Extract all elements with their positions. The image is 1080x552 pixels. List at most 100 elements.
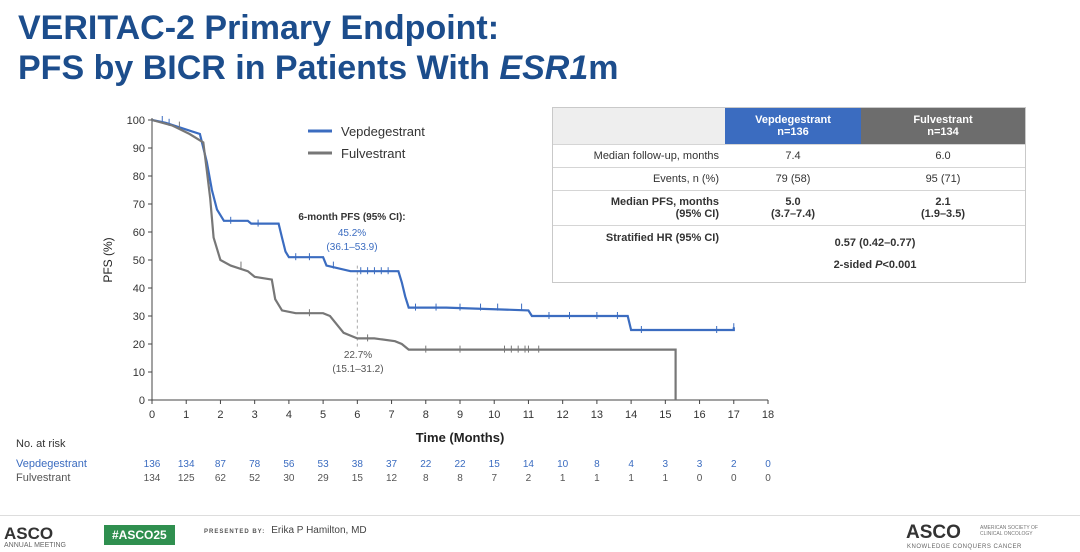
stats-label-line-1: Median PFS, months xyxy=(610,196,719,208)
at-risk-value: 15 xyxy=(489,459,501,470)
y-tick-label: 100 xyxy=(127,115,145,127)
asco-logo-right-sub: KNOWLEDGE CONQUERS CANCER xyxy=(907,544,1022,550)
stats-row-median-pfs: Median PFS, months (95% CI) 5.0 (3.7–7.4) … xyxy=(553,190,1025,225)
x-tick-label: 13 xyxy=(591,409,603,421)
x-tick-label: 10 xyxy=(488,409,500,421)
at-risk-value: 78 xyxy=(249,459,261,470)
at-risk-value: 52 xyxy=(249,473,261,484)
at-risk-value: 53 xyxy=(318,459,330,470)
stats-header-ful: Fulvestrant n=134 xyxy=(861,108,1025,144)
stats-value-ci: (1.9–3.5) xyxy=(920,208,966,220)
stats-value: 6.0 xyxy=(935,150,951,162)
at-risk-value: 8 xyxy=(594,459,600,470)
at-risk-value: 0 xyxy=(765,473,771,484)
stats-value: 2.1 (1.9–3.5) xyxy=(861,191,1025,225)
stats-p-suffix: <0.001 xyxy=(882,259,917,271)
y-tick-label: 70 xyxy=(133,199,145,211)
at-risk-value: 1 xyxy=(594,473,600,484)
stats-value: 79 (58) xyxy=(775,173,811,185)
title-line-2-suffix: m xyxy=(588,49,619,87)
stats-header-vep-n: n=136 xyxy=(777,126,809,138)
y-tick-label: 0 xyxy=(139,395,145,407)
stats-header-vep-name: Vepdegestrant xyxy=(755,114,831,126)
at-risk-value: 87 xyxy=(215,459,227,470)
x-tick-label: 8 xyxy=(423,409,429,421)
at-risk-value: 3 xyxy=(663,459,669,470)
at-risk-value: 2 xyxy=(526,473,532,484)
y-tick-label: 50 xyxy=(133,255,145,267)
y-tick-label: 20 xyxy=(133,339,145,351)
at-risk-value: 4 xyxy=(628,459,634,470)
presenter-line: PRESENTED BY: Erika P Hamilton, MD xyxy=(204,525,367,536)
x-tick-label: 7 xyxy=(388,409,394,421)
y-tick-label: 30 xyxy=(133,311,145,323)
stats-hr-block: 0.57 (0.42–0.77) 2-sided P<0.001 xyxy=(725,226,1025,282)
x-tick-label: 17 xyxy=(728,409,740,421)
stats-value: 5.0 (3.7–7.4) xyxy=(725,191,861,225)
asco-logo-left: ASCO ANNUAL MEETING xyxy=(4,524,66,549)
at-risk-value: 22 xyxy=(420,459,432,470)
presented-by-label: PRESENTED BY: xyxy=(204,529,266,535)
title-line-2-text: PFS by BICR in Patients With xyxy=(18,49,500,87)
at-risk-value: 0 xyxy=(731,473,737,484)
at-risk-value: 8 xyxy=(423,473,429,484)
stats-row-events: Events, n (%) 79 (58) 95 (71) xyxy=(553,167,1025,190)
at-risk-value: 15 xyxy=(352,473,364,484)
x-tick-label: 2 xyxy=(217,409,223,421)
x-tick-label: 15 xyxy=(659,409,671,421)
x-tick-label: 3 xyxy=(252,409,258,421)
stats-value-main: 5.0 xyxy=(785,196,801,208)
stats-row-hr: Stratified HR (95% CI) 0.57 (0.42–0.77) … xyxy=(553,225,1025,282)
annotation-vep-ci: (36.1–53.9) xyxy=(326,242,377,253)
x-tick-label: 9 xyxy=(457,409,463,421)
annotation-vep-value: 45.2% xyxy=(338,228,366,239)
at-risk-value: 14 xyxy=(523,459,535,470)
asco-logo-right-text: ASCO xyxy=(906,522,961,543)
stats-p-value: 2-sided P<0.001 xyxy=(725,254,1025,276)
x-tick-label: 5 xyxy=(320,409,326,421)
at-risk-row-name: Vepdegestrant xyxy=(16,458,87,470)
at-risk-row-name: Fulvestrant xyxy=(16,472,70,484)
at-risk-value: 37 xyxy=(386,459,398,470)
y-tick-label: 10 xyxy=(133,367,145,379)
stats-value-ci: (3.7–7.4) xyxy=(770,208,816,220)
annotation-ful-ci: (15.1–31.2) xyxy=(332,364,383,375)
x-tick-label: 14 xyxy=(625,409,637,421)
at-risk-value: 56 xyxy=(283,459,295,470)
annotation-heading: 6-month PFS (95% CI): xyxy=(298,212,405,223)
series-line-vepdegestrant xyxy=(151,118,735,332)
x-tick-label: 12 xyxy=(557,409,569,421)
x-tick-label: 1 xyxy=(183,409,189,421)
y-axis-label: PFS (%) xyxy=(101,237,115,282)
y-tick-label: 90 xyxy=(133,143,145,155)
x-tick-label: 18 xyxy=(762,409,774,421)
stats-label: Stratified HR (95% CI) xyxy=(605,232,719,244)
at-risk-value: 38 xyxy=(352,459,364,470)
at-risk-value: 30 xyxy=(283,473,295,484)
stats-table: Vepdegestrant n=136 Fulvestrant n=134 Medi… xyxy=(552,107,1026,283)
at-risk-value: 62 xyxy=(215,473,227,484)
at-risk-value: 7 xyxy=(491,473,497,484)
stats-value: 7.4 xyxy=(785,150,801,162)
asco-logo-left-sub: ANNUAL MEETING xyxy=(4,542,66,549)
at-risk-label: No. at risk xyxy=(16,438,66,450)
stats-header-empty xyxy=(553,108,725,144)
x-tick-label: 16 xyxy=(693,409,705,421)
slide-footer: ASCO ANNUAL MEETING #ASCO25 PRESENTED BY:… xyxy=(0,515,1080,552)
asco-logo-right: ASCO AMERICAN SOCIETY OF CLINICAL ONCOLOG… xyxy=(906,522,1038,550)
title-line-1: VERITAC-2 Primary Endpoint: xyxy=(18,9,500,47)
at-risk-value: 22 xyxy=(454,459,466,470)
at-risk-value: 3 xyxy=(697,459,703,470)
stats-header-ful-n: n=134 xyxy=(927,126,959,138)
title-line-2: PFS by BICR in Patients With ESR1m xyxy=(18,48,618,88)
at-risk-value: 12 xyxy=(386,473,398,484)
stats-value: 95 (71) xyxy=(925,173,961,185)
x-tick-label: 6 xyxy=(354,409,360,421)
at-risk-value: 1 xyxy=(663,473,669,484)
title-gene-name: ESR1 xyxy=(499,49,589,87)
at-risk-value: 134 xyxy=(144,473,161,484)
annotation-ful-value: 22.7% xyxy=(344,350,372,361)
x-tick-label: 11 xyxy=(523,409,534,421)
presenter-name: Erika P Hamilton, MD xyxy=(271,525,367,536)
